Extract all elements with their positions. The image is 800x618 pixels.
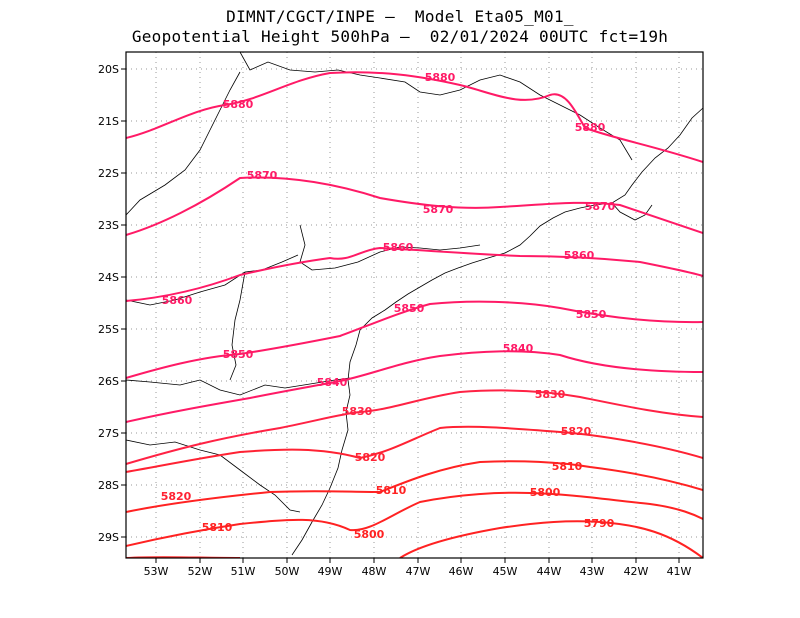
contour-label: 5830	[342, 405, 373, 418]
lon-label: 53W	[144, 565, 169, 578]
contour-label: 5830	[535, 388, 566, 401]
contour-label: 5860	[162, 294, 193, 307]
lon-label: 45W	[493, 565, 518, 578]
contour-label: 5800	[530, 486, 561, 499]
contour-5860	[126, 246, 703, 302]
contour-label: 5840	[317, 376, 348, 389]
contour-label: 5870	[585, 200, 616, 213]
rj-coast	[611, 202, 653, 221]
contour-label: 5880	[575, 121, 606, 134]
contour-5850	[126, 300, 703, 379]
contour-5830	[126, 389, 703, 465]
lon-label: 49W	[318, 565, 343, 578]
contour-label: 5880	[223, 98, 254, 111]
contour-label: 5800	[354, 528, 385, 541]
coastline-and-borders	[126, 52, 703, 556]
state-border-sc	[126, 377, 351, 396]
contour-label: 5850	[223, 348, 254, 361]
contour-label: 5880	[425, 71, 456, 84]
contour-5810	[126, 460, 703, 513]
lat-label: 21S	[98, 115, 119, 128]
lon-label: 41W	[667, 565, 692, 578]
contour-label: 5850	[576, 308, 607, 321]
plot-frame	[125, 51, 704, 559]
lat-label: 23S	[98, 219, 119, 232]
contour-label: 5820	[355, 451, 386, 464]
border-paraguay	[126, 254, 299, 306]
longitude-labels: 53W 52W 51W 50W 49W 48W 47W 46W 45W 44W …	[144, 565, 692, 578]
axis-ticks	[121, 68, 680, 563]
contour-label: 5860	[564, 249, 595, 262]
chart-title-line-1: DIMNT/CGCT/INPE – Model Eta05_M01_	[226, 7, 574, 26]
contour-label: 5870	[247, 169, 278, 182]
contour-label: 5810	[552, 460, 583, 473]
contour-label: 5870	[423, 203, 454, 216]
lat-label: 29S	[98, 531, 119, 544]
contour-5870	[126, 176, 703, 236]
state-border-mg	[239, 52, 633, 161]
lon-label: 44W	[537, 565, 562, 578]
lon-label: 43W	[580, 565, 605, 578]
contour-labels: 5880 5880 5880 5870 5870 5870 5860 5860 …	[161, 71, 616, 541]
lon-label: 50W	[275, 565, 300, 578]
contour-5790	[399, 520, 703, 558]
contour-label: 5860	[383, 241, 414, 254]
lon-label: 51W	[231, 565, 256, 578]
lat-label: 26S	[98, 375, 119, 388]
contour-label: 5810	[376, 484, 407, 497]
contour-label: 5820	[161, 490, 192, 503]
contour-label: 5850	[394, 302, 425, 315]
contour-label: 5810	[202, 521, 233, 534]
contour-label: 5820	[561, 425, 592, 438]
coastline-south	[291, 329, 361, 556]
contour-label: 5790	[584, 517, 615, 530]
contour-5880	[126, 71, 703, 163]
chart-title-line-2: Geopotential Height 500hPa – 02/01/2024 …	[131, 27, 669, 46]
contour-lines	[126, 71, 703, 558]
river-parana	[229, 271, 246, 381]
state-border-rs	[126, 439, 301, 513]
latitude-labels: 20S 21S 22S 23S 24S 25S 26S 27S 28S 29S	[98, 63, 119, 544]
graticule	[126, 52, 703, 558]
lat-label: 22S	[98, 167, 119, 180]
state-border-pr-sp	[299, 224, 481, 271]
lon-label: 42W	[624, 565, 649, 578]
state-border-ms	[126, 71, 241, 216]
lat-label: 25S	[98, 323, 119, 336]
lon-label: 47W	[406, 565, 431, 578]
contour-5800	[126, 491, 703, 547]
lon-label: 46W	[449, 565, 474, 578]
lat-label: 24S	[98, 271, 119, 284]
contour-5820	[126, 425, 703, 473]
lat-label: 28S	[98, 479, 119, 492]
contour-5840	[126, 350, 703, 423]
coastline	[359, 107, 703, 331]
lon-label: 48W	[362, 565, 387, 578]
lat-label: 20S	[98, 63, 119, 76]
lon-label: 52W	[188, 565, 213, 578]
lat-label: 27S	[98, 427, 119, 440]
contour-label: 5840	[503, 342, 534, 355]
